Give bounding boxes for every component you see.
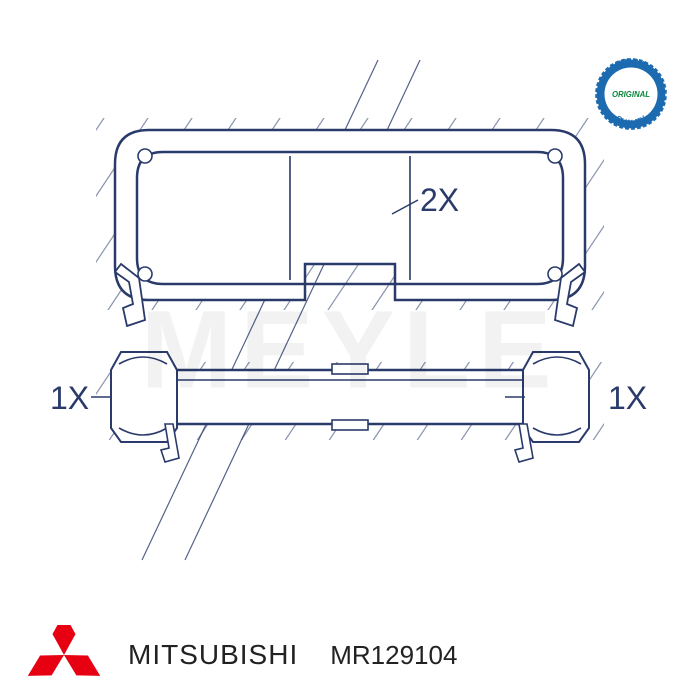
product-footer: MITSUBISHI MR129104 [0,610,700,700]
qty-label-1x-left: 1X [50,380,89,417]
qty-label-2x: 2X [420,182,459,219]
part-number: MR129104 [330,640,457,671]
mitsubishi-logo-icon [28,625,100,685]
svg-text:ORIGINAL: ORIGINAL [612,90,650,99]
qty-label-1x-right: 1X [608,380,647,417]
original-quality-badge: MEYLEORIGINALQUALITY [592,55,670,133]
brand-name: MITSUBISHI [128,639,298,671]
